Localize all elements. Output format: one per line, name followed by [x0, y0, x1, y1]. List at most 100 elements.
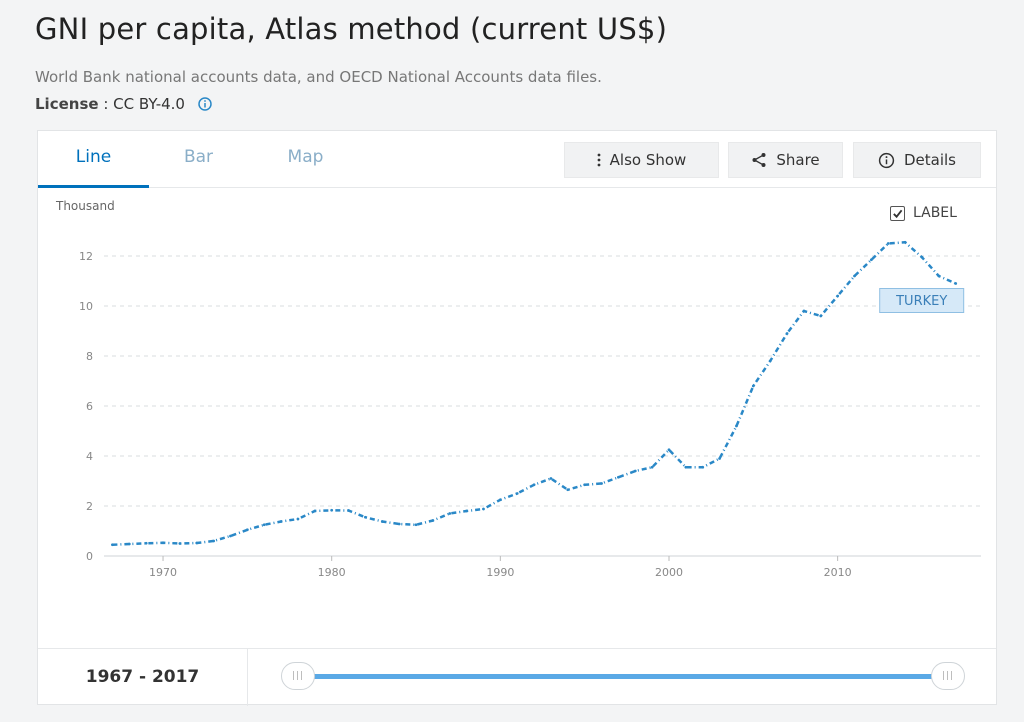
data-point — [650, 465, 654, 469]
data-point — [498, 498, 502, 502]
details-label: Details — [903, 151, 956, 169]
x-tick-label: 1980 — [318, 566, 346, 579]
also-show-label: Also Show — [609, 151, 687, 169]
range-end-handle[interactable]: ||| — [931, 662, 965, 690]
range-start-handle[interactable]: ||| — [281, 662, 315, 690]
x-tick-label: 2010 — [824, 566, 852, 579]
data-point — [127, 542, 131, 546]
page-title: GNI per capita, Atlas method (current US… — [35, 12, 668, 46]
data-point — [937, 274, 941, 278]
data-point — [296, 517, 300, 521]
series-label: TURKEY — [895, 294, 947, 309]
license-value: CC BY-4.0 — [113, 95, 185, 113]
info-circle-icon — [878, 152, 895, 168]
data-point — [701, 465, 705, 469]
data-point — [465, 509, 469, 513]
y-tick-label: 6 — [86, 400, 93, 413]
data-point — [684, 465, 688, 469]
license-label: License — [35, 95, 99, 113]
y-tick-label: 12 — [79, 250, 93, 263]
details-button[interactable]: Details — [853, 142, 981, 178]
y-tick-label: 10 — [79, 300, 93, 313]
tab-line[interactable]: Line — [38, 131, 149, 188]
data-point — [836, 294, 840, 298]
data-point — [279, 520, 283, 523]
y-axis-unit-label: Thousand — [56, 199, 115, 213]
data-point — [886, 242, 890, 245]
series-label-box — [879, 288, 965, 313]
checkmark-icon — [893, 209, 903, 218]
grip-icon: ||| — [291, 671, 305, 681]
license-separator: : — [98, 95, 114, 113]
data-point — [397, 522, 401, 526]
data-point — [380, 520, 384, 523]
x-tick-label: 1970 — [149, 566, 177, 579]
label-toggle-text: LABEL — [913, 205, 957, 221]
data-point — [161, 541, 165, 545]
data-point — [245, 528, 249, 532]
range-slider-track[interactable] — [300, 674, 948, 679]
data-point — [583, 483, 587, 487]
series-line-turkey — [112, 241, 957, 547]
data-point — [532, 483, 536, 487]
tab-bar[interactable]: Bar — [183, 147, 214, 167]
data-point — [229, 534, 232, 538]
data-point — [667, 448, 671, 452]
data-point — [954, 282, 958, 285]
data-point — [195, 541, 199, 545]
data-point — [802, 309, 806, 313]
data-point — [768, 359, 772, 363]
share-icon — [752, 153, 766, 167]
tab-map[interactable]: Map — [287, 147, 324, 167]
data-point — [633, 469, 637, 473]
x-tick-label: 1990 — [486, 566, 514, 579]
data-point — [853, 274, 856, 278]
label-checkbox[interactable] — [890, 205, 905, 221]
x-tick-label: 2000 — [655, 566, 683, 579]
data-point — [616, 475, 620, 479]
chart-card: Line Bar Map Also Show Share Details Tho… — [37, 130, 997, 706]
share-button[interactable]: Share — [728, 142, 843, 178]
data-point — [869, 258, 873, 262]
data-point — [330, 508, 334, 512]
data-point — [178, 542, 182, 545]
data-point — [364, 515, 367, 519]
data-point — [920, 255, 924, 259]
data-point — [347, 509, 350, 512]
data-point — [600, 482, 603, 485]
info-icon[interactable] — [197, 96, 213, 112]
y-tick-label: 8 — [86, 350, 93, 363]
data-point — [785, 332, 789, 335]
data-point — [144, 541, 148, 545]
data-point — [262, 523, 266, 527]
y-tick-label: 0 — [86, 550, 93, 563]
data-point — [819, 314, 823, 318]
data-point — [549, 477, 553, 480]
y-tick-label: 4 — [86, 450, 93, 463]
data-point — [566, 488, 570, 492]
data-point — [414, 523, 418, 527]
share-label: Share — [776, 151, 820, 169]
data-point — [448, 512, 452, 515]
range-footer: 1967 - 2017 ||| ||| — [38, 648, 996, 706]
data-point — [482, 507, 485, 511]
y-tick-label: 2 — [86, 500, 93, 513]
data-point — [718, 457, 721, 460]
data-point — [313, 509, 317, 513]
grip-icon: ||| — [941, 671, 955, 681]
more-vertical-icon — [597, 153, 601, 167]
data-point — [751, 384, 755, 388]
data-point — [515, 492, 519, 495]
range-label: 1967 - 2017 — [38, 649, 248, 706]
also-show-button[interactable]: Also Show — [564, 142, 719, 178]
data-point — [212, 539, 216, 543]
source-note: World Bank national accounts data, and O… — [35, 68, 602, 86]
line-chart: 0 2 4 6 8 10 12 1970 1980 1990 2000 2010 TURKEY — [79, 240, 981, 579]
view-tabs: Line Bar Map Also Show Share Details — [38, 131, 996, 188]
data-point — [111, 543, 114, 547]
label-toggle[interactable]: LABEL — [890, 205, 957, 221]
data-point — [903, 240, 907, 244]
data-point — [431, 519, 435, 522]
data-point — [735, 424, 738, 428]
license-line: License : CC BY-4.0 — [35, 95, 213, 113]
